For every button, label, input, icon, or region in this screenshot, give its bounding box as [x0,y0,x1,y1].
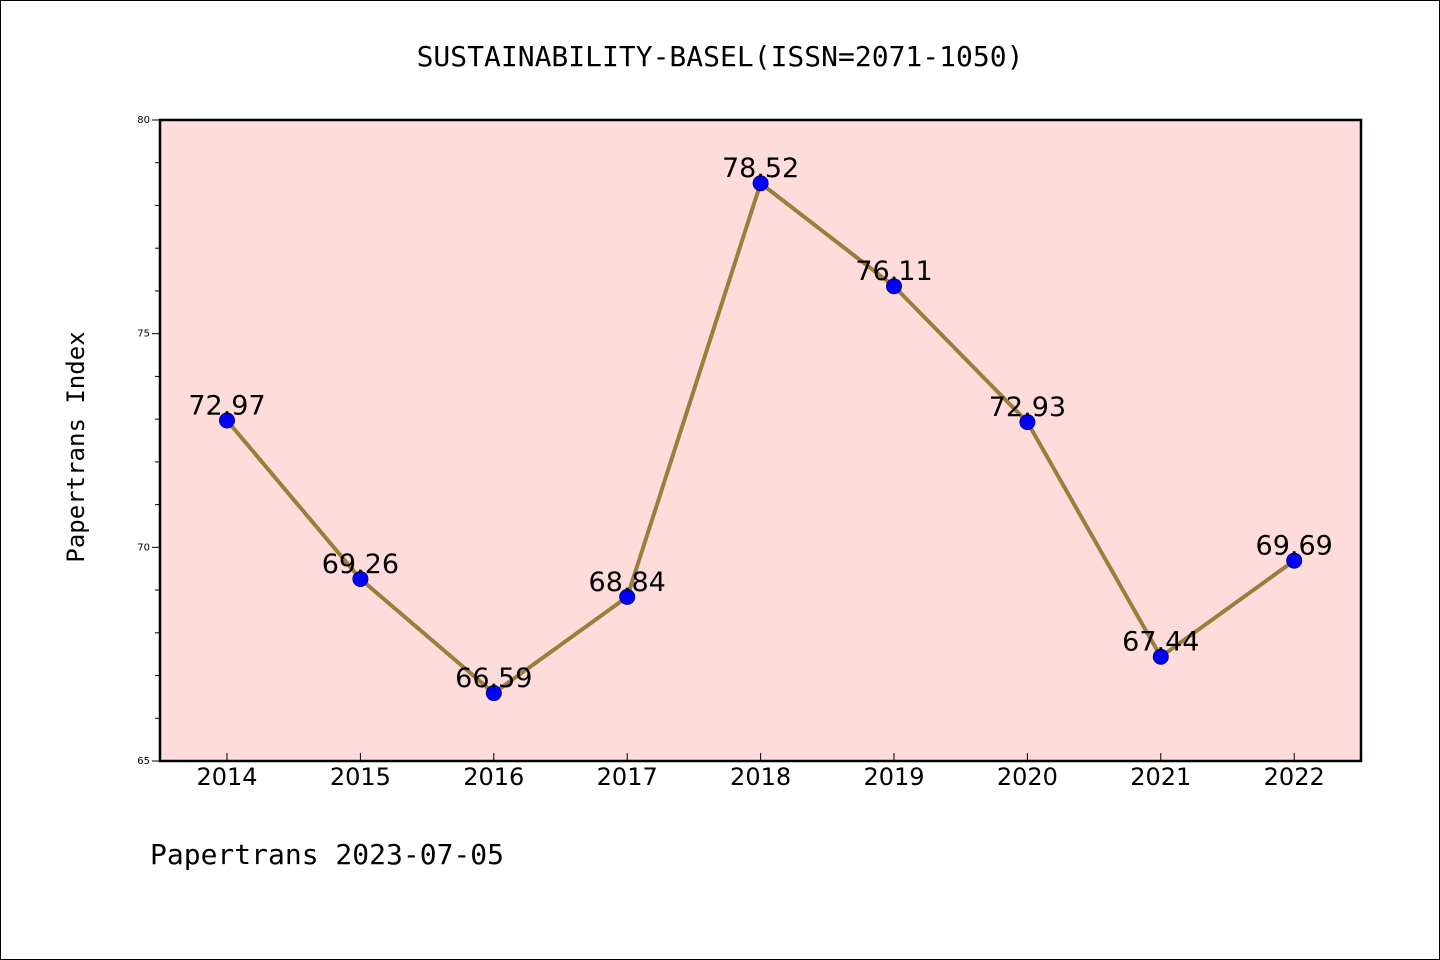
x-tick-label: 2021 [1130,763,1191,791]
x-tick-label: 2018 [730,763,791,791]
data-point-marker [886,278,902,295]
x-tick-label: 2015 [330,763,391,791]
y-tick-label: 80 [137,115,150,126]
data-point-marker [352,570,369,587]
x-tick-label: 2020 [997,763,1058,791]
data-point-marker [485,685,502,702]
data-point-marker [1152,648,1169,665]
data-label: 68.84 [589,567,666,598]
y-axis-ticks: 65 70 75 80 [137,115,160,767]
data-point-marker [619,588,636,605]
x-tick-label: 2022 [1264,763,1325,791]
series-markers [219,175,1303,702]
y-tick-label: 65 [137,756,150,767]
x-tick-label: 2017 [597,763,658,791]
chart-title: SUSTAINABILITY-BASEL(ISSN=2071-1050) [417,40,1024,73]
data-point-marker [752,175,769,192]
y-axis-title: Papertrans Index [62,331,90,562]
data-label: 67.44 [1122,627,1199,658]
data-point-marker [1019,414,1036,431]
data-label: 76.11 [855,256,932,287]
data-point-marker [1286,552,1303,569]
data-point-marker [219,412,235,429]
x-axis-ticks: 2014 2015 2016 2017 2018 2019 2020 2021 2022 [196,753,1325,791]
y-tick-label: 75 [137,329,150,340]
data-label: 69.26 [322,549,399,580]
footer-date-stamp: Papertrans 2023-07-05 [150,838,504,871]
plot-area [160,120,1361,761]
x-tick-label: 2016 [463,763,524,791]
data-label: 66.59 [455,663,532,694]
data-label: 72.97 [188,390,265,421]
plot-border [158,118,1363,763]
data-label: 72.93 [989,392,1066,423]
y-tick-label: 70 [137,542,150,553]
data-labels: 72.97 69.26 66.59 68.84 78.52 76.11 72.93 67.44… [188,153,1332,694]
x-tick-label: 2014 [196,763,257,791]
data-label: 69.69 [1256,531,1333,562]
x-tick-label: 2019 [863,763,924,791]
data-label: 78.52 [722,153,799,184]
